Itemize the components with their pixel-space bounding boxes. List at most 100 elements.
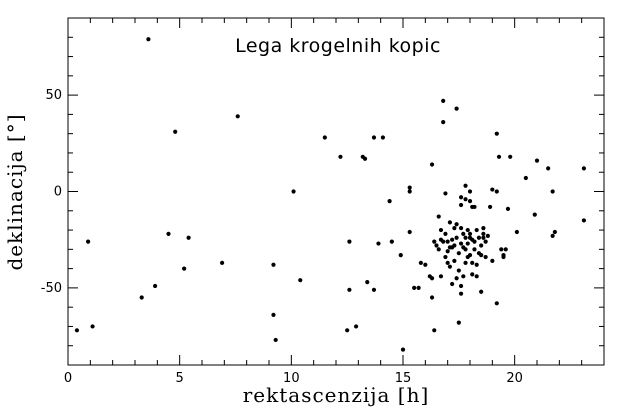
data-point bbox=[438, 274, 444, 279]
data-point bbox=[452, 226, 457, 231]
data-point bbox=[472, 204, 477, 210]
data-point bbox=[454, 106, 459, 111]
chart-title: Lega krogelnih kopic bbox=[235, 35, 441, 57]
data-point bbox=[508, 154, 513, 159]
data-point bbox=[291, 189, 296, 194]
data-point bbox=[450, 237, 455, 242]
data-point bbox=[429, 295, 435, 300]
data-point bbox=[534, 158, 540, 163]
data-point bbox=[465, 254, 470, 260]
x-tick-label: 5 bbox=[176, 371, 184, 386]
data-point bbox=[443, 254, 448, 260]
data-point bbox=[347, 239, 352, 244]
data-point bbox=[423, 262, 428, 267]
data-point bbox=[345, 328, 350, 333]
data-point bbox=[432, 239, 437, 244]
data-point bbox=[271, 312, 276, 317]
data-point bbox=[550, 189, 555, 194]
data-point bbox=[441, 98, 446, 103]
plot-frame bbox=[67, 17, 605, 366]
data-point bbox=[412, 285, 417, 290]
data-point bbox=[362, 156, 368, 161]
data-point bbox=[503, 247, 508, 252]
data-point bbox=[371, 135, 377, 140]
data-point bbox=[347, 287, 352, 292]
data-point bbox=[550, 233, 555, 238]
data-point bbox=[458, 226, 464, 231]
data-point bbox=[387, 199, 392, 204]
data-point bbox=[407, 189, 412, 194]
data-point bbox=[235, 114, 240, 119]
data-point bbox=[467, 199, 473, 204]
data-point bbox=[443, 231, 448, 237]
data-point bbox=[452, 258, 457, 263]
data-point bbox=[501, 253, 506, 258]
data-point bbox=[470, 260, 475, 265]
data-point bbox=[499, 247, 504, 252]
data-point bbox=[474, 227, 479, 233]
data-point bbox=[450, 245, 455, 250]
data-point bbox=[505, 206, 511, 211]
data-point bbox=[523, 175, 528, 181]
data-point bbox=[458, 195, 464, 200]
data-points bbox=[74, 37, 587, 352]
data-point bbox=[494, 301, 499, 306]
x-tick-label: 10 bbox=[283, 371, 300, 386]
data-point bbox=[146, 37, 151, 42]
data-point bbox=[447, 264, 452, 269]
data-point bbox=[450, 281, 455, 287]
data-point bbox=[354, 324, 359, 329]
data-point bbox=[389, 239, 394, 244]
data-point bbox=[481, 235, 486, 240]
data-point bbox=[153, 283, 158, 289]
data-point bbox=[445, 249, 450, 254]
data-point bbox=[322, 135, 327, 140]
data-point bbox=[436, 214, 441, 219]
data-point bbox=[443, 191, 448, 196]
x-axis-label: rektascenzija [h] bbox=[243, 383, 430, 407]
data-point bbox=[380, 135, 385, 140]
data-point bbox=[467, 231, 473, 237]
data-point bbox=[465, 227, 470, 233]
data-point bbox=[445, 239, 450, 244]
y-tick-label: 50 bbox=[45, 88, 62, 103]
data-point bbox=[438, 227, 444, 233]
data-point bbox=[470, 272, 475, 277]
data-point bbox=[546, 166, 551, 171]
data-point bbox=[338, 154, 343, 159]
data-point bbox=[581, 218, 587, 223]
data-point bbox=[494, 189, 499, 194]
data-point bbox=[432, 328, 437, 333]
data-point bbox=[429, 276, 435, 281]
data-point bbox=[476, 235, 482, 240]
data-point bbox=[454, 222, 459, 227]
y-tick-label: 0 bbox=[54, 185, 62, 200]
data-point bbox=[74, 328, 80, 333]
tick-labels: 0 5 10 15 20 50 0 -50 bbox=[41, 88, 523, 386]
data-point bbox=[456, 320, 461, 325]
data-point bbox=[407, 229, 412, 235]
data-point bbox=[447, 220, 452, 225]
data-point bbox=[166, 231, 171, 237]
data-point bbox=[552, 229, 557, 235]
data-point bbox=[496, 154, 502, 159]
data-point bbox=[463, 260, 468, 265]
data-point bbox=[220, 260, 225, 265]
data-point bbox=[467, 189, 473, 194]
data-point bbox=[465, 241, 470, 246]
data-point bbox=[416, 285, 421, 290]
data-point bbox=[461, 274, 466, 279]
data-point bbox=[436, 247, 441, 252]
data-point bbox=[454, 235, 459, 240]
data-point bbox=[441, 120, 446, 125]
x-tick-label: 15 bbox=[395, 371, 412, 386]
data-point bbox=[458, 291, 464, 296]
data-point bbox=[456, 251, 461, 256]
data-point bbox=[461, 231, 466, 237]
data-point bbox=[186, 235, 191, 240]
data-point bbox=[454, 276, 459, 281]
data-point bbox=[481, 231, 486, 237]
data-point bbox=[474, 262, 479, 267]
data-point bbox=[418, 260, 423, 265]
